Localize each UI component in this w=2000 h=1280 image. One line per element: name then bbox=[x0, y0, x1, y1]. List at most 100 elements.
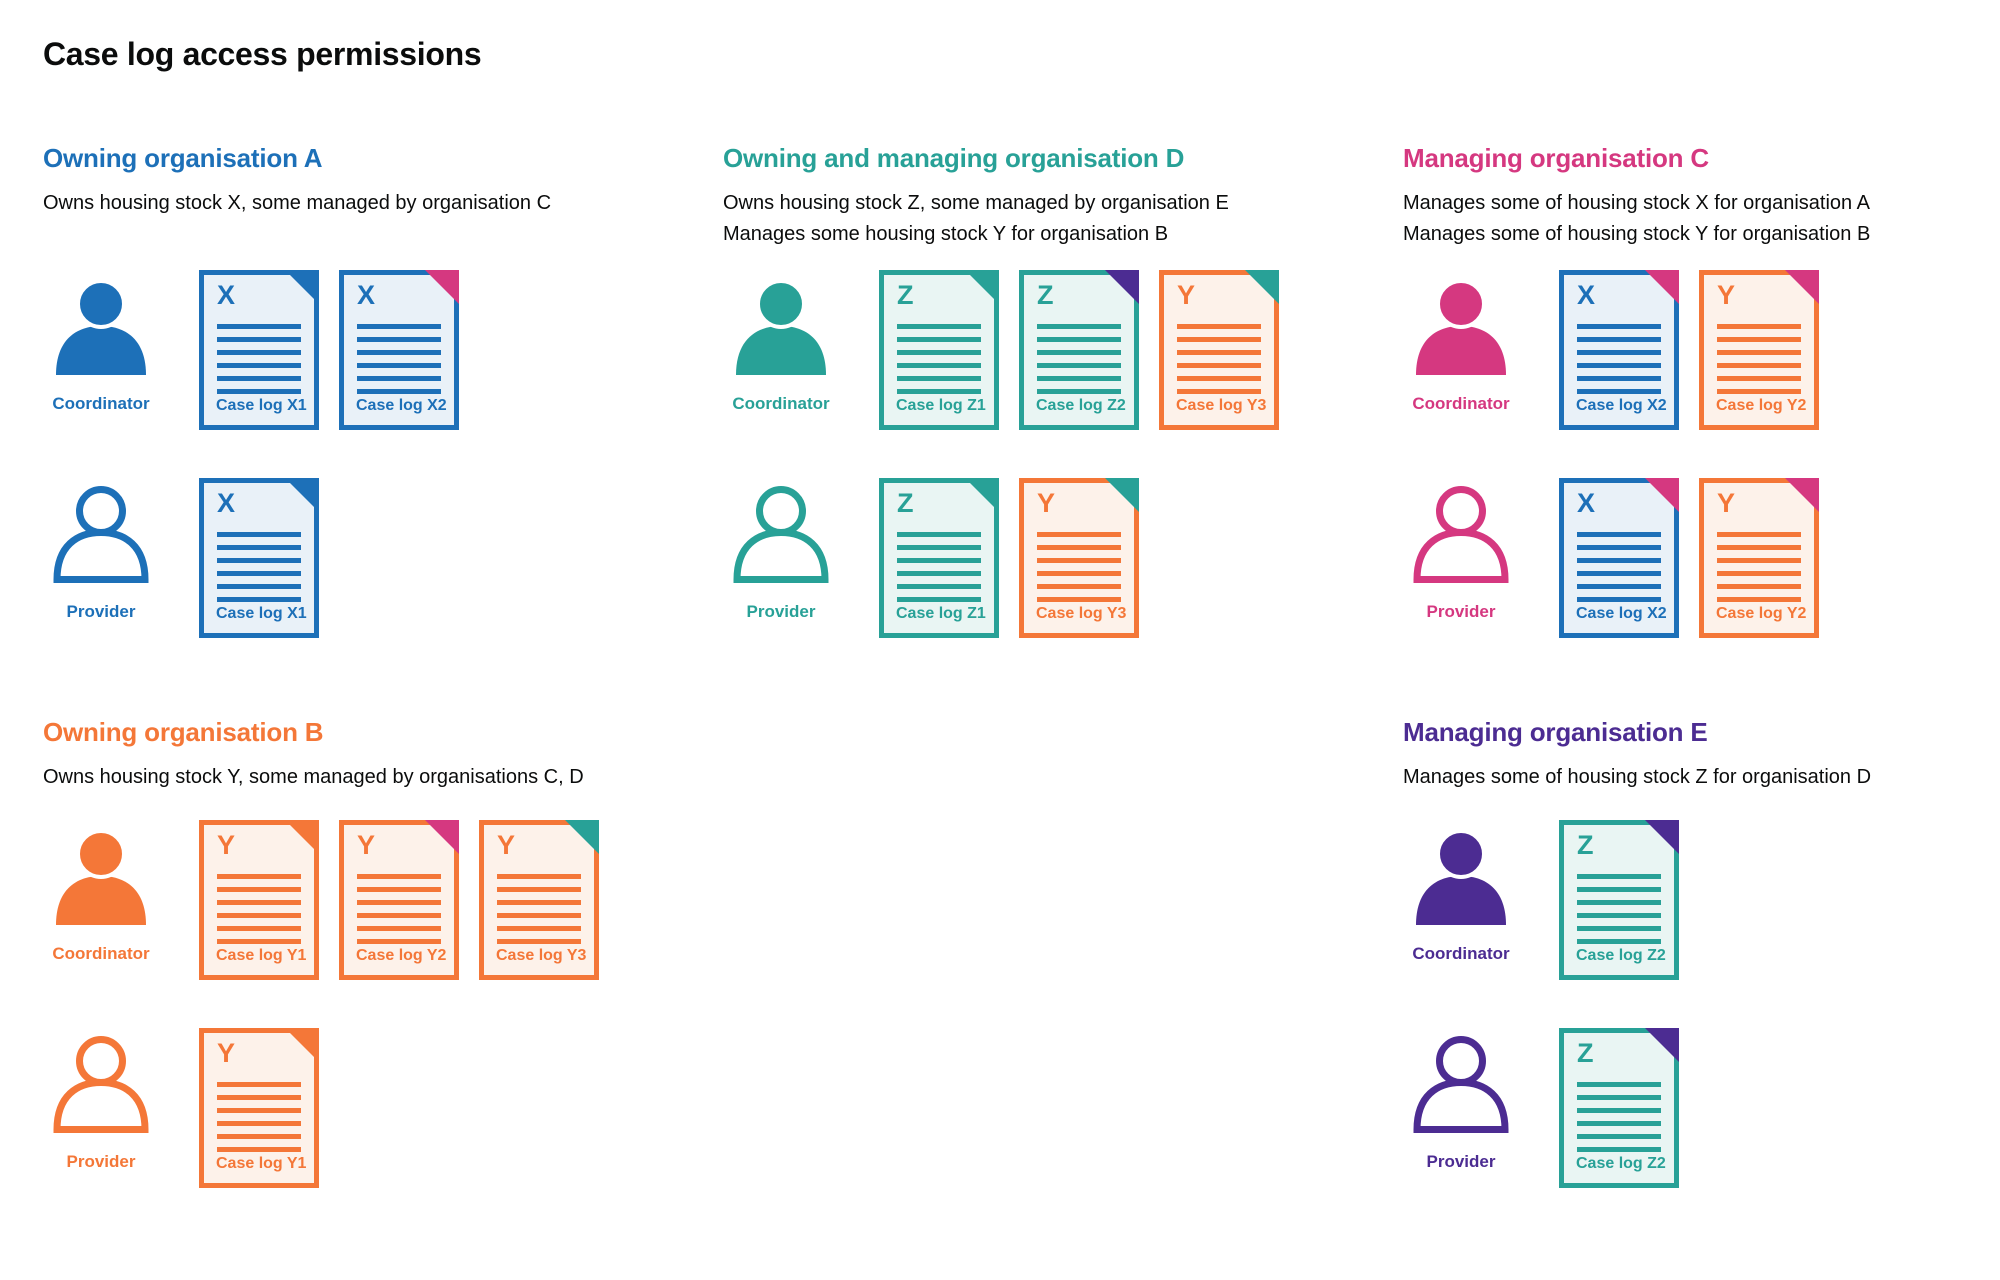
text-line bbox=[897, 376, 981, 381]
section-description-line: Manages some of housing stock X for orga… bbox=[1403, 192, 1870, 214]
text-line bbox=[1577, 887, 1661, 892]
section-description-line: Manages some of housing stock Z for orga… bbox=[1403, 766, 1872, 788]
text-line bbox=[217, 913, 301, 918]
section-title: Owning organisation B bbox=[43, 717, 324, 747]
permission-row-coordinator: Coordinator Z Case log Z2 bbox=[1403, 820, 1679, 980]
permission-row-coordinator: Coordinator Y Case log Y1 Y Case log Y2 Y Case… bbox=[43, 820, 599, 980]
role-label: Provider bbox=[66, 602, 136, 621]
text-line bbox=[1577, 584, 1661, 589]
text-line bbox=[897, 584, 981, 589]
text-line bbox=[357, 913, 441, 918]
text-line bbox=[1037, 584, 1121, 589]
document-text-lines bbox=[357, 874, 441, 952]
text-line bbox=[897, 337, 981, 342]
case-log-label: Case log Z2 bbox=[1576, 1155, 1666, 1172]
case-log-label: Case log Z1 bbox=[896, 605, 986, 622]
case-log-document: Z Case log Z1 bbox=[879, 270, 999, 430]
folded-corner-icon bbox=[1785, 270, 1819, 304]
text-line bbox=[1717, 597, 1801, 602]
text-line bbox=[217, 1134, 301, 1139]
text-line bbox=[1037, 571, 1121, 576]
provider-icon bbox=[49, 1036, 153, 1136]
text-line bbox=[357, 350, 441, 355]
text-line bbox=[1577, 900, 1661, 905]
folded-corner-icon bbox=[1105, 478, 1139, 512]
text-line bbox=[1577, 939, 1661, 944]
section-title: Owning organisation A bbox=[43, 143, 323, 173]
section-description-line: Owns housing stock Y, some managed by or… bbox=[43, 766, 584, 788]
text-line bbox=[217, 900, 301, 905]
document-text-lines bbox=[1577, 532, 1661, 610]
permission-row-coordinator: Coordinator X Case log X1 X Case log X2 bbox=[43, 270, 459, 430]
text-line bbox=[897, 571, 981, 576]
case-log-document: Z Case log Z2 bbox=[1559, 1028, 1679, 1188]
text-line bbox=[217, 1121, 301, 1126]
text-line bbox=[1577, 1147, 1661, 1152]
case-log-document: Y Case log Y3 bbox=[479, 820, 599, 980]
case-log-label: Case log Y2 bbox=[1716, 605, 1807, 622]
text-line bbox=[1037, 324, 1121, 329]
text-line bbox=[1577, 1108, 1661, 1113]
document-text-lines bbox=[1577, 324, 1661, 402]
folded-corner-icon bbox=[285, 478, 319, 512]
case-log-label: Case log Z2 bbox=[1576, 947, 1666, 964]
text-line bbox=[497, 939, 581, 944]
document-text-lines bbox=[497, 874, 581, 952]
text-line bbox=[217, 558, 301, 563]
text-line bbox=[217, 926, 301, 931]
case-log-document: Z Case log Z1 bbox=[879, 478, 999, 638]
text-line bbox=[497, 900, 581, 905]
role-label: Coordinator bbox=[52, 944, 150, 963]
text-line bbox=[897, 545, 981, 550]
text-line bbox=[1577, 532, 1661, 537]
document-stock-letter: Z bbox=[1037, 280, 1054, 310]
case-log-label: Case log Y2 bbox=[1716, 397, 1807, 414]
text-line bbox=[1717, 324, 1801, 329]
folded-corner-icon bbox=[1105, 270, 1139, 304]
text-line bbox=[897, 363, 981, 368]
document-text-lines bbox=[1717, 532, 1801, 610]
text-line bbox=[497, 874, 581, 879]
case-log-documents: Z Case log Z1 Z Case log Z2 Y Case log Y3 bbox=[879, 270, 1279, 430]
case-log-document: X Case log X2 bbox=[1559, 478, 1679, 638]
text-line bbox=[1577, 558, 1661, 563]
text-line bbox=[217, 874, 301, 879]
document-stock-letter: Y bbox=[1717, 280, 1736, 310]
text-line bbox=[1037, 350, 1121, 355]
folded-corner-icon bbox=[1645, 478, 1679, 512]
folded-corner-icon bbox=[425, 820, 459, 854]
text-line bbox=[897, 324, 981, 329]
document-stock-letter: Y bbox=[1717, 488, 1736, 518]
role-label: Coordinator bbox=[1412, 394, 1510, 413]
folded-corner-icon bbox=[285, 820, 319, 854]
case-log-documents: Y Case log Y1 bbox=[199, 1028, 319, 1188]
text-line bbox=[217, 350, 301, 355]
permission-row-provider: Provider X Case log X1 bbox=[43, 478, 319, 638]
section-description-line: Owns housing stock Z, some managed by or… bbox=[723, 192, 1229, 214]
text-line bbox=[1037, 558, 1121, 563]
text-line bbox=[217, 1095, 301, 1100]
section-org-b: Owning organisation B Owns housing stock … bbox=[43, 717, 703, 1188]
case-log-label: Case log Y1 bbox=[216, 1155, 307, 1172]
case-log-document: Y Case log Y3 bbox=[1019, 478, 1139, 638]
text-line bbox=[217, 597, 301, 602]
provider-person: Provider bbox=[723, 486, 839, 622]
document-text-lines bbox=[1177, 324, 1261, 402]
case-log-label: Case log Y3 bbox=[1176, 397, 1267, 414]
text-line bbox=[217, 532, 301, 537]
text-line bbox=[1577, 1095, 1661, 1100]
document-text-lines bbox=[1577, 1082, 1661, 1160]
text-line bbox=[1577, 1082, 1661, 1087]
case-log-documents: X Case log X2 Y Case log Y2 bbox=[1559, 478, 1819, 638]
text-line bbox=[897, 558, 981, 563]
case-log-label: Case log X1 bbox=[216, 397, 307, 414]
text-line bbox=[217, 376, 301, 381]
case-log-documents: X Case log X2 Y Case log Y2 bbox=[1559, 270, 1819, 430]
case-log-label: Case log Z2 bbox=[1036, 397, 1126, 414]
coordinator-person: Coordinator bbox=[1403, 278, 1519, 414]
text-line bbox=[1177, 337, 1261, 342]
text-line bbox=[1037, 363, 1121, 368]
document-stock-letter: Y bbox=[217, 830, 236, 860]
document-stock-letter: Y bbox=[1037, 488, 1056, 518]
coordinator-icon bbox=[49, 828, 153, 928]
